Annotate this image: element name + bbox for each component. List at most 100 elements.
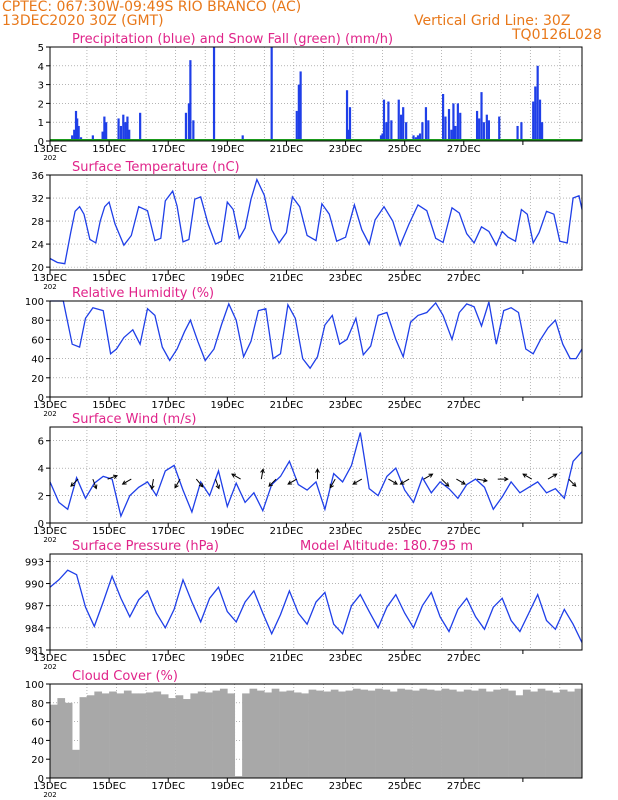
cloud-cover-ytick-label: 40 <box>31 736 44 747</box>
precipitation-bar <box>212 47 216 141</box>
precipitation-ytick-label: 3 <box>38 81 44 92</box>
precipitation-bar <box>101 131 104 141</box>
cloud-cover-bar <box>419 688 428 778</box>
cloud-cover-xtick-label: 15DEC <box>92 781 126 792</box>
wind-arrow <box>151 479 154 490</box>
cloud-cover-bar <box>138 693 147 778</box>
temperature-xtick-label: 17DEC <box>151 273 185 284</box>
wind-ytick-label: 2 <box>38 492 44 503</box>
precipitation-bar <box>520 122 523 141</box>
precipitation-bar <box>76 118 79 141</box>
pressure-xtick-label: 21DEC <box>270 653 304 664</box>
wind-arrow <box>260 469 264 480</box>
wind-arrow-head <box>92 484 98 490</box>
pressure-title: Surface Pressure (hPa) <box>72 539 219 554</box>
temperature-ytick-label: 24 <box>31 240 44 251</box>
precipitation-bar <box>405 122 408 141</box>
cloud-cover-xtick-label: 27DEC <box>447 781 481 792</box>
humidity-xtick-label: 25DEC <box>388 400 422 411</box>
wind-arrow-head <box>198 482 204 488</box>
wind-title: Surface Wind (m/s) <box>72 412 196 427</box>
header-location: CPTEC: 067:30W-09:49S RIO BRANCO (AC) <box>2 0 302 15</box>
wind-arrow-head <box>174 483 179 489</box>
precipitation-bar <box>189 60 192 141</box>
cloud-cover-bar <box>463 689 472 778</box>
wind-arrow-head <box>260 468 265 474</box>
wind-arrow <box>388 478 398 485</box>
cloud-cover-bar <box>485 691 494 778</box>
cloud-cover-bar <box>175 695 184 778</box>
wind-ytick-label: 4 <box>38 464 44 475</box>
wind-arrow <box>174 478 181 489</box>
pressure-xtick-label: 15DEC <box>92 653 126 664</box>
precipitation-bar <box>421 122 424 141</box>
precipitation-bar <box>402 107 405 141</box>
wind-arrow-head <box>149 485 155 490</box>
cloud-cover-bar <box>397 688 405 778</box>
cloud-cover-xtick-label: 13DEC <box>33 781 67 792</box>
cloud-cover-bar <box>330 689 339 778</box>
cloud-cover-ytick-label: 100 <box>25 680 44 691</box>
precipitation-bar <box>447 109 451 141</box>
cloud-cover-bar <box>545 690 553 778</box>
pressure-frame <box>49 553 583 651</box>
cloud-cover-xtick-label: 21DEC <box>270 781 304 792</box>
wind-ytick-label: 6 <box>38 437 44 448</box>
temperature-ytick-label: 32 <box>31 194 44 205</box>
cloud-cover-bar <box>449 689 457 778</box>
cloud-cover-frame <box>49 683 583 779</box>
cloud-cover-bar <box>86 695 95 778</box>
cloud-cover-bar <box>301 693 309 778</box>
cloud-cover-bar <box>456 691 465 778</box>
wind-arrow-head <box>315 468 320 473</box>
precipitation-bar <box>456 103 459 141</box>
precipitation-bar <box>347 129 350 141</box>
precipitation-xtick-label: 25DEC <box>388 144 422 155</box>
temperature-title: Surface Temperature (nC) <box>72 160 240 175</box>
cloud-cover-bar <box>101 693 110 778</box>
precipitation-bar <box>345 90 349 141</box>
precipitation-xtick-label: 21DEC <box>270 144 304 155</box>
cloud-cover-bar <box>205 692 213 778</box>
humidity-xtick-label: 23DEC <box>329 400 363 411</box>
precipitation-bar <box>536 65 539 141</box>
cloud-cover-bar <box>360 689 369 778</box>
precipitation-xtick-label: 13DEC <box>33 144 67 155</box>
wind-xtick-label: 19DEC <box>210 526 244 537</box>
precipitation-bar <box>482 122 485 141</box>
cloud-cover-bar <box>249 688 258 778</box>
precipitation-xtick-label: 17DEC <box>151 144 185 155</box>
humidity-xtick-label: 19DEC <box>210 400 244 411</box>
wind-arrow <box>522 473 533 480</box>
precipitation-bar <box>385 122 388 141</box>
wind-arrow-head <box>552 473 558 478</box>
cloud-cover-bar <box>279 691 287 778</box>
precipitation-bar <box>77 125 80 141</box>
precipitation-bar <box>103 116 106 141</box>
precipitation-bar <box>475 110 479 141</box>
precipitation-bar <box>105 122 108 141</box>
precipitation-year-label: 202 <box>43 154 56 162</box>
cloud-cover-bar <box>426 689 435 778</box>
cloud-cover-bar <box>434 690 442 778</box>
wind-arrow-head <box>428 473 434 478</box>
precipitation-bar <box>91 135 94 141</box>
wind-xtick-label: 21DEC <box>270 526 304 537</box>
cloud-cover-xtick-label: 23DEC <box>329 781 363 792</box>
cloud-cover-bar <box>293 692 302 778</box>
cloud-cover-bar <box>219 688 228 778</box>
wind-arrow <box>215 478 220 489</box>
cloud-cover-bar <box>197 691 206 778</box>
cloud-cover-bar <box>515 695 524 778</box>
wind-arrow-head <box>329 483 334 489</box>
pressure-xtick-label: 13DEC <box>33 653 67 664</box>
precipitation-bar <box>412 135 415 141</box>
humidity-title: Relative Humidity (%) <box>72 286 214 301</box>
precipitation-xtick-label: 27DEC <box>447 144 481 155</box>
wind-year-label: 202 <box>43 536 56 544</box>
wind-arrow-head <box>352 480 358 485</box>
humidity-line <box>50 300 583 370</box>
precipitation-bar <box>498 116 501 141</box>
pressure-ytick-label: 987 <box>25 602 44 613</box>
